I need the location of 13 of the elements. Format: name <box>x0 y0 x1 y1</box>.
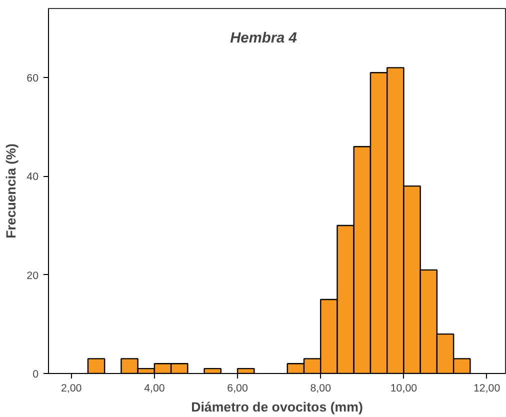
x-tick-label: 4,00 <box>144 382 165 394</box>
y-tick-label: 60 <box>26 72 39 85</box>
x-tick-label: 12,00 <box>473 382 500 394</box>
y-tick-label: 20 <box>26 270 39 282</box>
x-tick-label: 6,00 <box>227 382 248 394</box>
x-tick-label: 8,00 <box>310 382 332 394</box>
x-tick-label: 10,00 <box>390 382 418 394</box>
y-tick-label: 40 <box>26 171 39 184</box>
text: Hembra 4 <box>230 30 297 46</box>
x-tick-label: 2,00 <box>60 382 82 394</box>
y-tick-label: 0 <box>32 368 39 380</box>
x-axis-title: Diámetro de ovocitos (mm) <box>191 400 363 414</box>
y-axis-title: Frecuencia (%) <box>4 144 19 238</box>
